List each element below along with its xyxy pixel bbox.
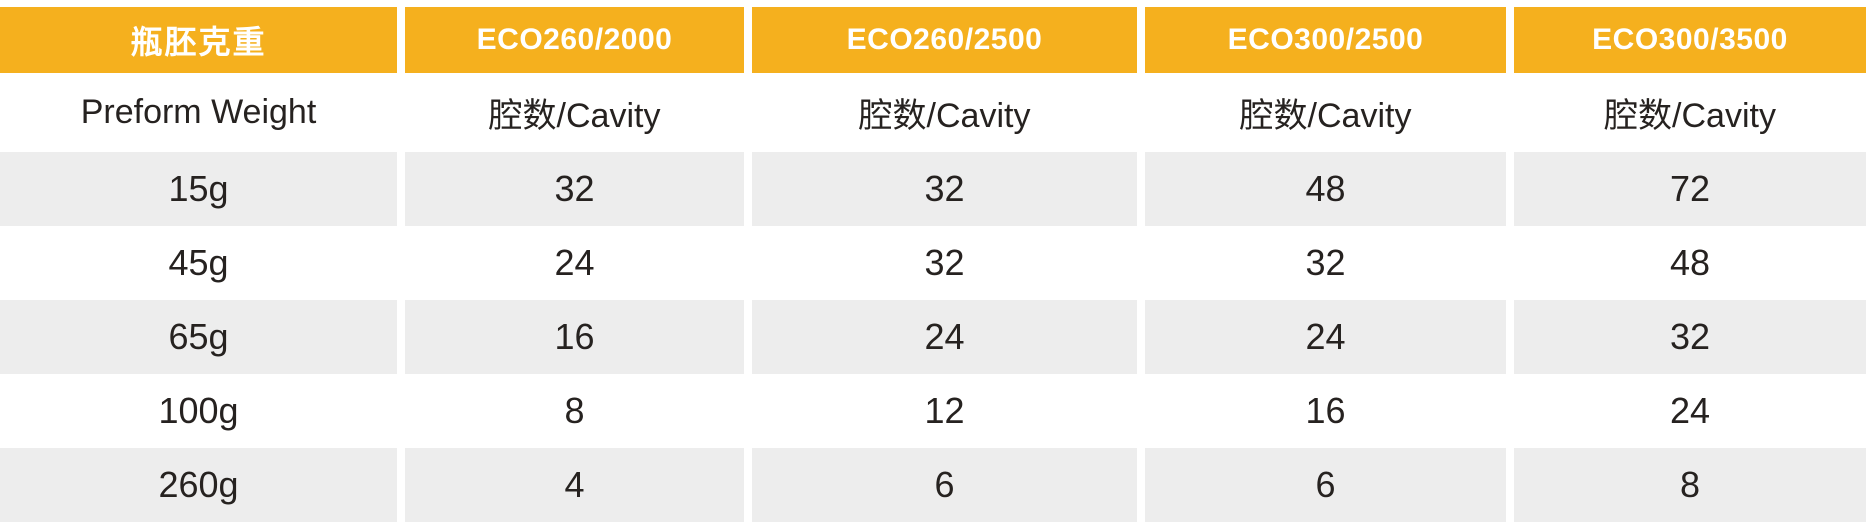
cavity-value-cell: 24 — [1514, 374, 1866, 448]
header-cell-eco300-3500: ECO300/3500 — [1514, 7, 1866, 73]
cavity-value-cell: 24 — [752, 300, 1137, 374]
header-cell-preform-weight-cn: 瓶胚克重 — [0, 7, 397, 73]
cavity-value-cell: 48 — [1514, 226, 1866, 300]
cavity-value-cell: 8 — [405, 374, 744, 448]
cavity-value-cell: 8 — [1514, 448, 1866, 522]
table-row: 260g 4 6 6 8 — [0, 448, 1866, 522]
subheader-cell-cavity-3: 腔数/Cavity — [1145, 73, 1506, 152]
table-subheader-row: Preform Weight 腔数/Cavity 腔数/Cavity 腔数/Ca… — [0, 73, 1866, 152]
cavity-value-cell: 32 — [1514, 300, 1866, 374]
row-label-cell: 65g — [0, 300, 397, 374]
cavity-value-cell: 6 — [752, 448, 1137, 522]
row-label-cell: 15g — [0, 152, 397, 226]
cavity-value-cell: 24 — [1145, 300, 1506, 374]
header-cell-eco260-2500: ECO260/2500 — [752, 7, 1137, 73]
subheader-cell-cavity-2: 腔数/Cavity — [752, 73, 1137, 152]
cavity-value-cell: 16 — [405, 300, 744, 374]
table-row: 45g 24 32 32 48 — [0, 226, 1866, 300]
cavity-value-cell: 24 — [405, 226, 744, 300]
subheader-cell-preform-weight-en: Preform Weight — [0, 73, 397, 152]
table-row: 65g 16 24 24 32 — [0, 300, 1866, 374]
cavity-value-cell: 16 — [1145, 374, 1506, 448]
cavity-value-cell: 6 — [1145, 448, 1506, 522]
cavity-value-cell: 32 — [752, 152, 1137, 226]
header-cell-eco260-2000: ECO260/2000 — [405, 7, 744, 73]
table-header-row: 瓶胚克重 ECO260/2000 ECO260/2500 ECO300/2500… — [0, 7, 1866, 73]
row-label-cell: 100g — [0, 374, 397, 448]
cavity-value-cell: 4 — [405, 448, 744, 522]
cavity-value-cell: 12 — [752, 374, 1137, 448]
table-row: 100g 8 12 16 24 — [0, 374, 1866, 448]
cavity-value-cell: 48 — [1145, 152, 1506, 226]
row-label-cell: 260g — [0, 448, 397, 522]
cavity-value-cell: 32 — [405, 152, 744, 226]
cavity-value-cell: 72 — [1514, 152, 1866, 226]
table-row: 15g 32 32 48 72 — [0, 152, 1866, 226]
subheader-cell-cavity-1: 腔数/Cavity — [405, 73, 744, 152]
row-label-cell: 45g — [0, 226, 397, 300]
subheader-cell-cavity-4: 腔数/Cavity — [1514, 73, 1866, 152]
header-cell-eco300-2500: ECO300/2500 — [1145, 7, 1506, 73]
cavity-value-cell: 32 — [1145, 226, 1506, 300]
cavity-value-cell: 32 — [752, 226, 1137, 300]
